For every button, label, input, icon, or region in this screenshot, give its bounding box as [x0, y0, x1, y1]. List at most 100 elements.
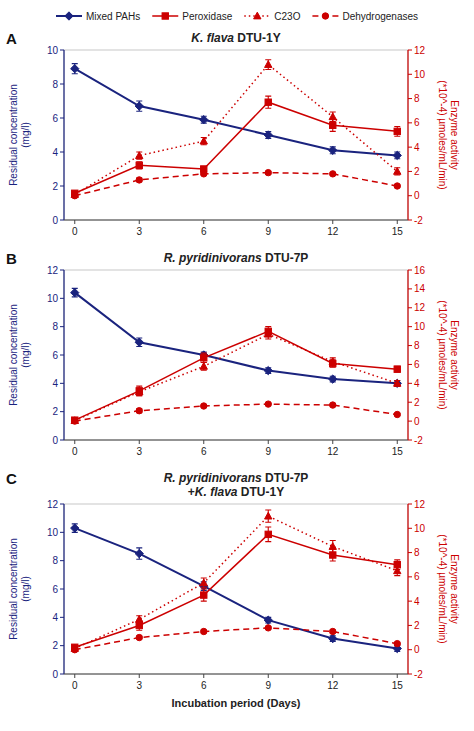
y-tick [60, 298, 64, 299]
y-tick-label: 4 [52, 147, 58, 158]
y2-tick [408, 147, 412, 148]
x-tick-label: 3 [136, 226, 142, 237]
y2-axis-line [407, 50, 408, 220]
series-marker [329, 375, 337, 383]
y2-tick-label: 0 [414, 644, 420, 655]
y-tick [60, 220, 64, 221]
series-marker [201, 628, 207, 634]
x-tick [268, 220, 269, 224]
y2-tick [408, 364, 412, 365]
y2-tick [408, 528, 412, 529]
y2-tick-label: 4 [414, 378, 420, 389]
y2-tick-label: 4 [414, 596, 420, 607]
label-line: Residual concentration [8, 84, 19, 186]
panel-label: C [6, 470, 17, 487]
y-axis-line [63, 50, 64, 220]
y-tick [60, 270, 64, 271]
legend-item: Peroxidase [152, 11, 232, 22]
series-marker [265, 512, 272, 519]
error-bar [136, 152, 142, 159]
legend-item: C23O [244, 11, 300, 22]
panel: K. flava DTU-1YA036912150246810-20246810… [6, 30, 460, 237]
y-axis-label: Residual concentration(mg/l) [8, 84, 31, 186]
legend-swatch-marker [162, 13, 168, 19]
series-marker [330, 402, 336, 408]
label-line: (mg/l) [20, 576, 31, 602]
title-part: DTU-7P [262, 471, 309, 485]
y-tick-label: 10 [47, 527, 59, 538]
x-tick [74, 440, 75, 444]
x-tick [74, 674, 75, 678]
series-marker [394, 183, 400, 189]
y2-tick-label: 10 [414, 523, 426, 534]
series-marker [265, 625, 271, 631]
y-tick [60, 674, 64, 675]
x-tick-label: 3 [136, 680, 142, 691]
y2-tick-label: 10 [414, 69, 426, 80]
y-tick [60, 326, 64, 327]
series-marker [265, 401, 271, 407]
label-line: (*10^-4) µmoles/mL/min) [437, 534, 448, 643]
y-tick-label: 10 [47, 45, 59, 56]
y2-tick [408, 307, 412, 308]
y2-axis-line [407, 270, 408, 440]
series [71, 330, 401, 424]
y-tick [60, 532, 64, 533]
series [72, 327, 401, 424]
x-tick-label: 0 [72, 446, 78, 457]
error-bar [265, 330, 271, 339]
series [72, 169, 401, 198]
legend-swatch-marker [254, 12, 261, 19]
y-tick [60, 84, 64, 85]
title-part: DTU-7P [262, 251, 309, 265]
series-marker [136, 616, 143, 623]
x-tick-label: 0 [72, 226, 78, 237]
y-tick-label: 2 [52, 181, 58, 192]
error-bar [201, 137, 207, 144]
y2-tick [408, 576, 412, 577]
y2-tick [408, 195, 412, 196]
series-marker [136, 388, 143, 395]
error-bar [265, 327, 271, 336]
series-marker [329, 634, 337, 642]
x-tick [139, 674, 140, 678]
y-tick [60, 152, 64, 153]
x-tick-label: 0 [72, 680, 78, 691]
series-marker [394, 411, 400, 417]
legend: Mixed PAHsPeroxidaseC23ODehydrogenases [56, 11, 418, 22]
background [0, 0, 474, 731]
y-tick-label: 6 [52, 113, 58, 124]
x-tick [332, 674, 333, 678]
series-marker [200, 116, 208, 124]
y2-tick [408, 270, 412, 271]
series-marker [329, 146, 337, 154]
y2-tick [408, 98, 412, 99]
error-bar [201, 578, 207, 588]
series-line [75, 102, 398, 193]
y2-tick [408, 421, 412, 422]
series-marker [71, 289, 79, 297]
x-tick [332, 220, 333, 224]
series-marker [71, 417, 78, 424]
y2-tick-label: 0 [414, 190, 420, 201]
error-bar [201, 589, 207, 601]
series-line [75, 628, 398, 650]
y-tick [60, 355, 64, 356]
plot-frame [64, 504, 408, 674]
y-tick-label: 4 [52, 612, 58, 623]
series-marker [136, 408, 142, 414]
series-marker [265, 531, 271, 537]
legend-label: C23O [274, 11, 300, 22]
x-tick-label: 9 [265, 226, 271, 237]
series-marker [393, 379, 401, 387]
series [72, 527, 401, 650]
series-marker [264, 131, 272, 139]
plot-area [71, 288, 402, 424]
y-tick-label: 8 [52, 79, 58, 90]
x-tick-label: 9 [265, 680, 271, 691]
error-bar [136, 162, 142, 169]
legend-swatch-marker [322, 13, 328, 19]
y2-axis-line [407, 504, 408, 674]
y-tick-label: 8 [52, 555, 58, 566]
y-tick [60, 50, 64, 51]
